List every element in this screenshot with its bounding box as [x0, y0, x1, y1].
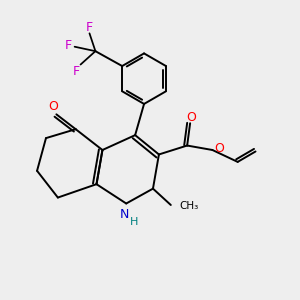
- Text: H: H: [130, 217, 138, 227]
- Text: O: O: [187, 111, 196, 124]
- Text: N: N: [120, 208, 129, 221]
- Text: CH₃: CH₃: [180, 202, 199, 212]
- Text: F: F: [73, 64, 80, 78]
- Text: F: F: [86, 21, 93, 34]
- Text: O: O: [49, 100, 58, 113]
- Text: F: F: [64, 39, 72, 52]
- Text: O: O: [214, 142, 224, 155]
